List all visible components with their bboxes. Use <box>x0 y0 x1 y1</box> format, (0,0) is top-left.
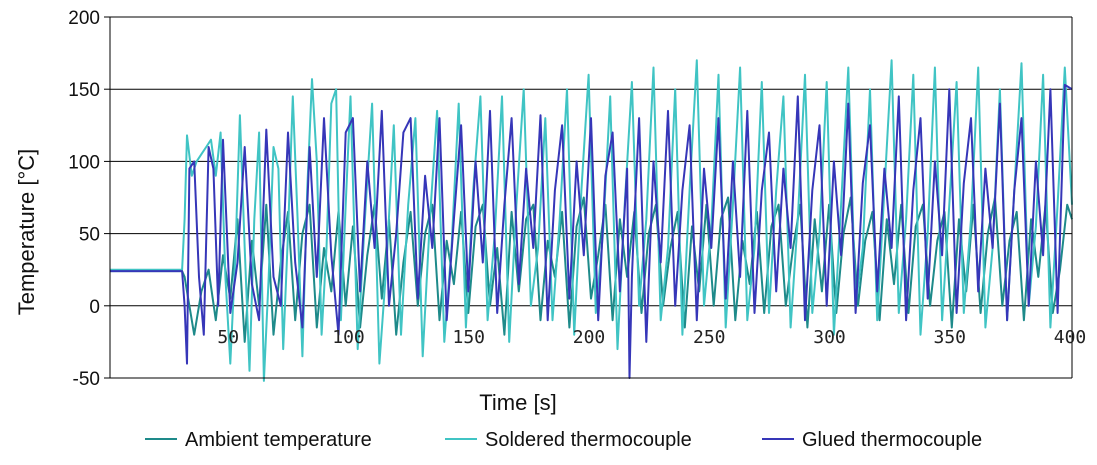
series-line-2 <box>110 83 1073 379</box>
x-tick-label-5: 300 <box>813 327 846 348</box>
y-axis-title: Temperature [°C] <box>14 149 39 316</box>
x-tick-label-0: 50 <box>217 327 239 348</box>
y-tick-label-0: -50 <box>73 369 100 390</box>
y-tick-labels: -50 0 50 100 150 200 <box>68 8 100 390</box>
x-tick-label-1: 100 <box>332 327 365 348</box>
axes <box>104 16 1073 379</box>
x-tick-label-3: 200 <box>573 327 606 348</box>
series-line-1 <box>110 59 1073 382</box>
x-tick-labels: 50 100 150 200 250 300 350 400 <box>217 327 1086 348</box>
y-tick-label-2: 50 <box>79 225 100 246</box>
y-tick-label-3: 100 <box>68 152 100 173</box>
x-tick-label-4: 250 <box>693 327 726 348</box>
grid-lines <box>110 16 1072 379</box>
x-tick-label-7: 400 <box>1054 327 1087 348</box>
legend-label-1: Soldered thermocouple <box>485 429 692 451</box>
series-line-0 <box>110 196 1073 343</box>
x-tick-label-2: 150 <box>452 327 485 348</box>
y-tick-label-5: 200 <box>68 8 100 29</box>
legend: Ambient temperature Soldered thermocouple… <box>145 429 982 451</box>
y-tick-label-1: 0 <box>89 297 100 318</box>
series-layer <box>110 59 1073 382</box>
x-axis-title: Time [s] <box>479 390 556 415</box>
x-tick-label-6: 350 <box>933 327 966 348</box>
y-tick-label-4: 150 <box>68 80 100 101</box>
legend-label-0: Ambient temperature <box>185 429 372 451</box>
legend-label-2: Glued thermocouple <box>802 429 982 451</box>
